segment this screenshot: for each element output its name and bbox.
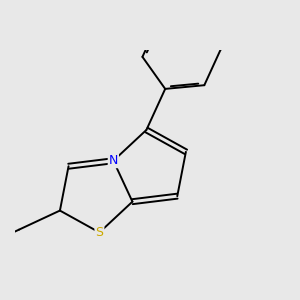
Text: N: N [109,154,118,167]
Text: S: S [95,226,104,239]
